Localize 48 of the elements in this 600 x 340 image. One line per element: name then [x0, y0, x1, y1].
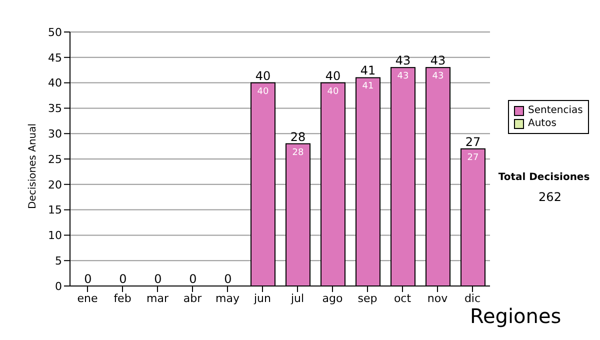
y-tick-label: 40 [48, 76, 62, 90]
y-tick-label: 20 [48, 178, 62, 192]
total-label: 41 [360, 64, 376, 78]
x-tick-label: ene [77, 292, 98, 305]
total-label: 0 [154, 272, 162, 286]
y-tick-label: 35 [48, 102, 62, 116]
x-tick-label: dic [464, 292, 481, 305]
y-tick-label: 10 [48, 229, 62, 242]
total-label: 0 [119, 272, 127, 286]
y-tick-label: 0 [55, 280, 62, 293]
y-tick-label: 15 [48, 204, 62, 217]
y-tick-label: 30 [48, 128, 62, 141]
x-tick-label: abr [183, 292, 202, 305]
x-tick-label: feb [114, 292, 132, 305]
x-tick-label: oct [394, 292, 412, 305]
total-label: 40 [325, 68, 341, 83]
total-label: 43 [430, 54, 446, 68]
x-tick-label: jul [290, 292, 304, 305]
data-label: 43 [432, 72, 444, 82]
total-label: 43 [395, 54, 411, 68]
y-axis-title: Decisiones Anual [28, 123, 39, 209]
y-tick-label: 45 [48, 51, 62, 64]
data-label: 40 [257, 86, 269, 97]
total-label: 40 [255, 68, 271, 83]
text: Total Decisiones [497, 172, 591, 183]
text: 262 [538, 190, 562, 204]
y-tick-label: 5 [55, 254, 62, 268]
total-label: 0 [84, 272, 92, 286]
legend-label: Autos [528, 117, 556, 130]
legend-label: Sentencias [528, 104, 583, 117]
y-tick-label: 25 [48, 152, 62, 166]
x-tick-label: sep [358, 292, 378, 305]
data-label: 28 [292, 148, 304, 158]
x-tick-label: mar [146, 292, 169, 305]
data-label: 27 [467, 152, 479, 163]
y-tick-label: 50 [48, 26, 62, 39]
total-label: 0 [189, 272, 197, 286]
data-label: 40 [327, 86, 339, 97]
text: Regiones [470, 304, 562, 328]
total-label: 28 [290, 130, 306, 144]
x-tick-label: may [216, 292, 240, 305]
x-tick-label: jun [253, 292, 272, 305]
total-label: 27 [465, 134, 481, 149]
total-label: 0 [224, 272, 232, 286]
data-label: 41 [362, 82, 374, 92]
x-tick-label: ago [322, 292, 343, 305]
data-label: 43 [397, 72, 409, 82]
x-tick-label: nov [427, 292, 448, 305]
